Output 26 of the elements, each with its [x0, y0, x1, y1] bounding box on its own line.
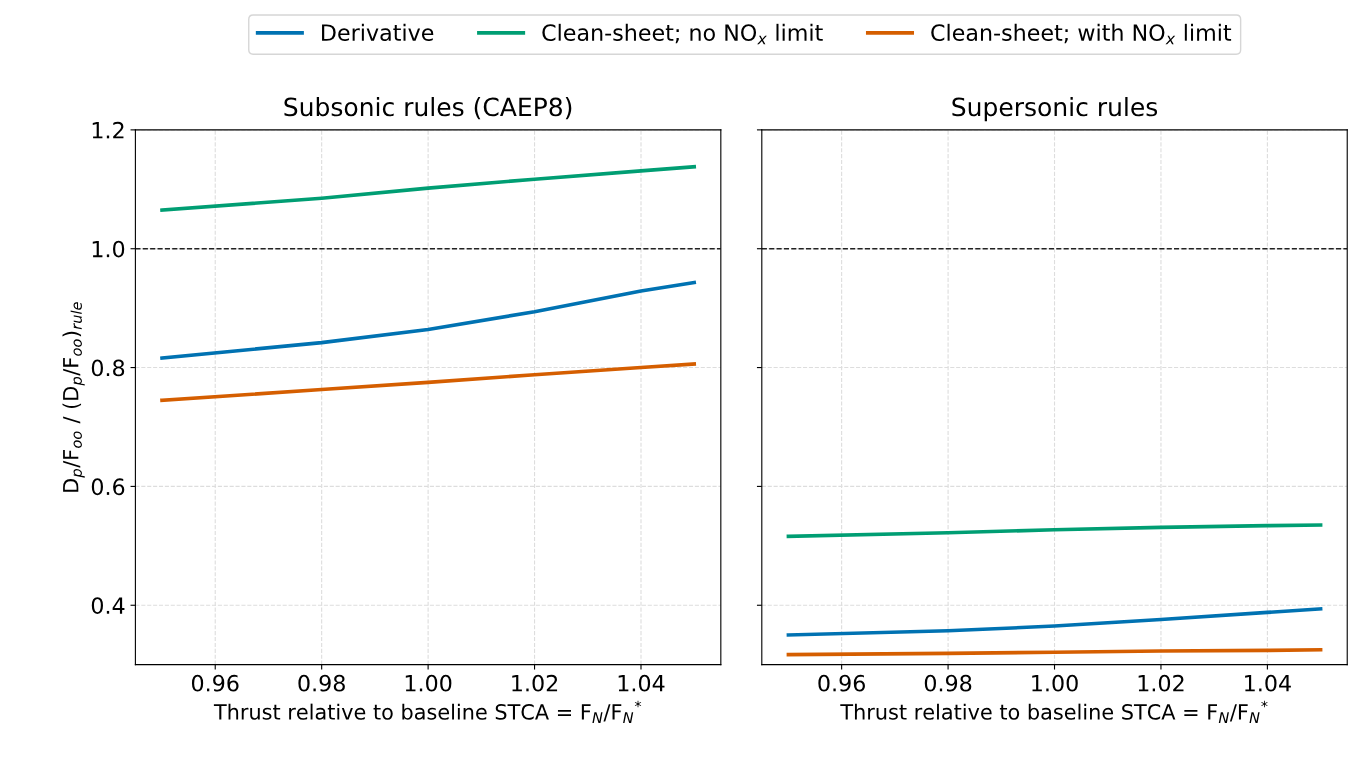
- x-tick-label: 1.00: [1032, 674, 1078, 692]
- x-tick-label: 0.98: [924, 674, 972, 692]
- text: D$_{p}$/F$_{oo}$ / (D$_{p}$/F$_{oo}$)$_{rule}$: [62, 302, 85, 492]
- y-tick-label: 0.8: [91, 359, 125, 377]
- y-tick-label: 0.4: [91, 597, 125, 615]
- x-tick-label: 1.00: [405, 674, 452, 692]
- legend-label: Derivative: [322, 23, 434, 42]
- x-tick-label: 1.04: [1245, 674, 1291, 692]
- line-series: [160, 362, 697, 403]
- x-tick-label: 1.04: [618, 674, 665, 692]
- x-tick-label: 0.96: [818, 674, 865, 692]
- line-series: [160, 164, 697, 212]
- y-tick-label: 1.2: [92, 121, 124, 139]
- legend-label: Clean-sheet; with NO$_{x}$ limit: [931, 23, 1232, 45]
- chart-title: Supersonic rules: [952, 97, 1158, 122]
- x-tick-label: 1.02: [1138, 674, 1184, 692]
- y-tick-label: 1.0: [92, 240, 125, 258]
- legend-label: Clean-sheet; no NO$_{x}$ limit: [542, 23, 823, 45]
- chart-title: Subsonic rules (CAEP8): [284, 97, 572, 120]
- line-series: [160, 280, 697, 360]
- y-tick-label: 0.6: [91, 478, 125, 496]
- x-tick-label: 0.98: [298, 674, 345, 692]
- x-tick-label: 1.02: [512, 674, 558, 692]
- x-axis-title: Thrust relative to baseline STCA = F$_{N}$/F$_{N}$$^{*}$: [840, 700, 1268, 723]
- x-axis-title: Thrust relative to baseline STCA = F$_{N}$/F$_{N}$$^{*}$: [213, 700, 642, 723]
- x-tick-label: 0.96: [191, 674, 239, 692]
